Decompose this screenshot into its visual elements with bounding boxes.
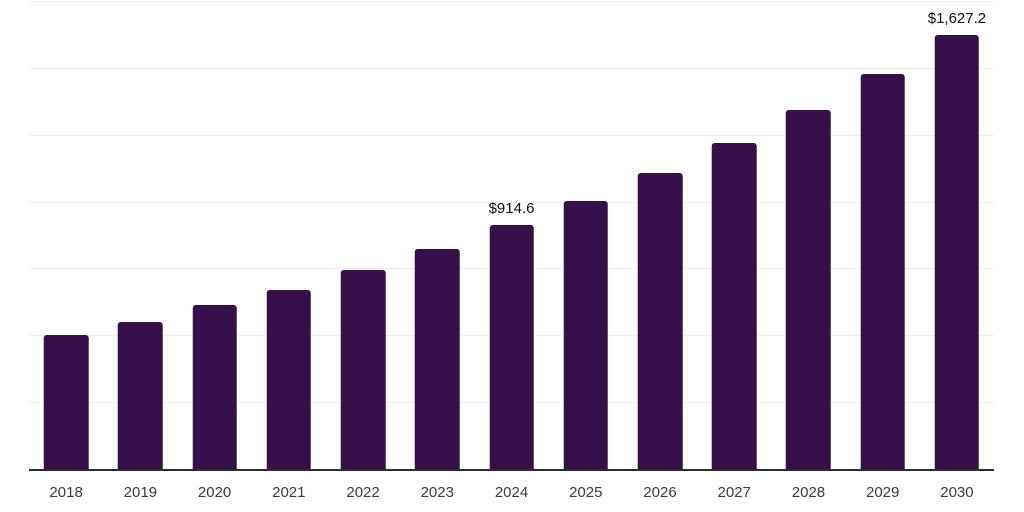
x-tick-label-2022: 2022 [346, 484, 380, 501]
x-tick-label-2019: 2019 [123, 484, 158, 501]
bar-2030[interactable] [934, 34, 980, 470]
bar-band-2024: $914.6 [474, 2, 548, 470]
bar-2028[interactable] [786, 110, 831, 470]
bar-band-2026 [623, 2, 697, 470]
gridline [29, 67, 994, 69]
x-tick-label-2021: 2021 [272, 484, 306, 501]
x-tick-label-2024: 2024 [494, 484, 529, 501]
x-tick-label-2028: 2028 [791, 484, 826, 501]
x-tick-label-2018: 2018 [49, 484, 83, 501]
x-axis-labels: 2018 2019 2020 2021 2022 2023 2024 2025 2026 2027… [29, 483, 994, 502]
bar-2027[interactable] [711, 143, 757, 470]
bar-2029[interactable] [860, 74, 905, 470]
bar-2022[interactable] [340, 269, 386, 470]
bar-band-2030: $1,627.2 [920, 2, 994, 470]
bar-band-2018 [29, 2, 103, 470]
gridline [29, 201, 994, 203]
bar-2026[interactable] [637, 173, 683, 470]
bar-2025[interactable] [563, 200, 609, 470]
x-tick-label-2029: 2029 [866, 484, 900, 501]
bar-2019[interactable] [118, 321, 163, 470]
bar-band-2025 [549, 2, 623, 470]
bar-2021[interactable] [266, 289, 312, 470]
plot-area: $914.6 $1,627.2 [29, 1, 994, 471]
bar-2023[interactable] [415, 248, 460, 470]
bar-2018[interactable] [43, 335, 89, 470]
x-tick-label-2020: 2020 [197, 484, 232, 501]
data-label-2024: $914.6 [488, 200, 535, 218]
x-tick-label-2027: 2027 [717, 484, 751, 501]
bar-band-2022 [326, 2, 400, 470]
bar-band-2020 [177, 2, 251, 470]
x-tick-label-2025: 2025 [569, 484, 603, 501]
bars-group: $914.6 $1,627.2 [29, 2, 994, 470]
bar-band-2028 [771, 2, 845, 470]
bar-band-2021 [252, 2, 326, 470]
gridline [29, 1, 994, 2]
bar-band-2027 [697, 2, 771, 470]
bar-band-2029 [846, 2, 920, 470]
x-axis-line [29, 469, 994, 471]
gridline [29, 134, 994, 136]
bar-2020[interactable] [192, 305, 237, 470]
x-tick-label-2026: 2026 [643, 484, 677, 501]
bar-band-2019 [103, 2, 177, 470]
x-tick-label-2030: 2030 [940, 484, 974, 501]
bar-band-2023 [400, 2, 474, 470]
bar-2024[interactable] [489, 225, 534, 470]
x-tick-label-2023: 2023 [420, 484, 454, 501]
data-label-2030: $1,627.2 [927, 9, 987, 27]
